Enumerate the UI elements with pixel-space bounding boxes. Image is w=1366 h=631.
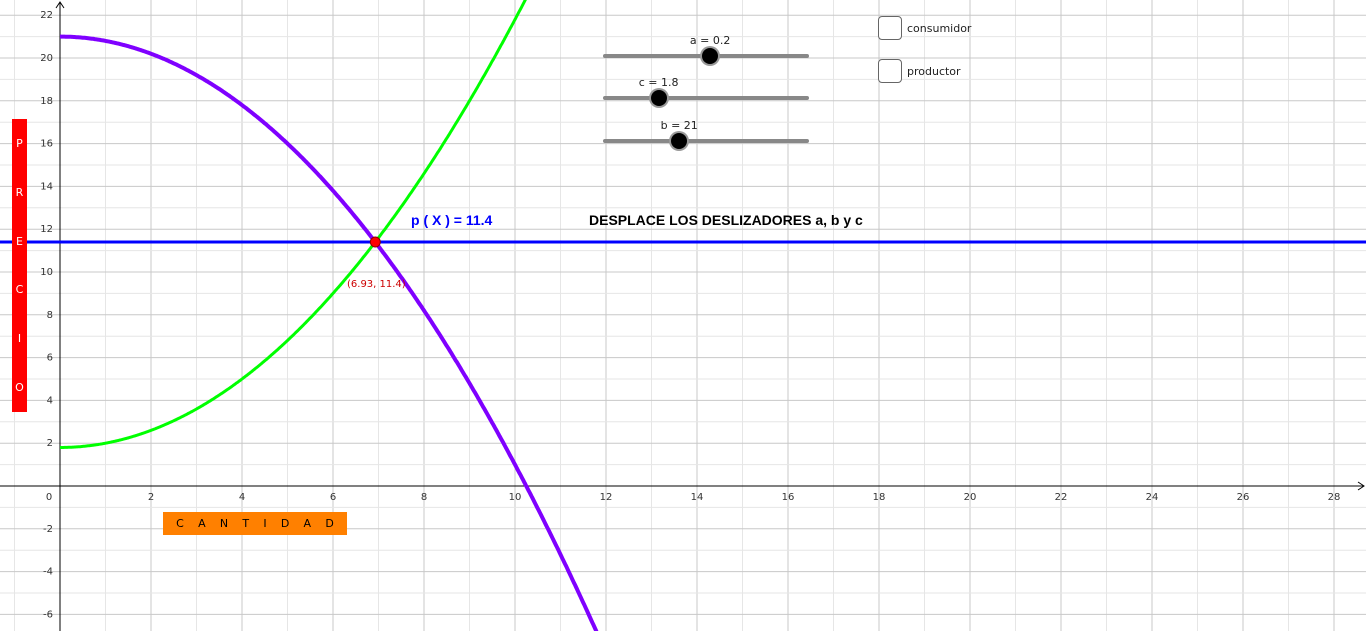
x-tick-label: 26: [1237, 492, 1250, 503]
x-tick-label: 28: [1328, 492, 1341, 503]
x-tick-label: 6: [330, 492, 336, 503]
x-tick-label: 18: [873, 492, 886, 503]
y-tick-label: 2: [47, 438, 53, 449]
slider-b-handle[interactable]: [671, 133, 688, 149]
cantidad-letter: D: [280, 517, 290, 530]
cantidad-letter: N: [219, 517, 229, 530]
precio-letter: I: [17, 332, 22, 346]
y-tick-label: -4: [43, 567, 53, 578]
points[interactable]: [369, 236, 381, 248]
cantidad-letter: A: [198, 517, 206, 530]
slider-b[interactable]: b = 21: [603, 119, 809, 159]
productor-checkbox[interactable]: [878, 59, 902, 83]
tick-labels: 2 4 6 8 10 12 14 16 18 20 22 24 26 28-6-4-22468101214…: [40, 10, 1340, 620]
supply-curve: [60, 0, 527, 449]
x-tick-label: 12: [600, 492, 613, 503]
precio-letter: O: [15, 381, 24, 395]
cantidad-letter: I: [263, 517, 267, 530]
y-tick-label: 16: [40, 139, 53, 150]
x-tick-label: 4: [239, 492, 245, 503]
y-tick-label: 10: [40, 267, 53, 278]
instruction-title: DESPLACE LOS DESLIZADORES a, b y c: [589, 212, 863, 228]
productor-option[interactable]: productor: [878, 59, 961, 83]
precio-letter: C: [15, 283, 24, 297]
precio-label-box: P R E C I O: [12, 119, 27, 412]
productor-label: productor: [907, 64, 961, 78]
price-line-label: p ( X ) = 11.4: [411, 212, 493, 228]
x-tick-label: 24: [1146, 492, 1159, 503]
slider-c-label: c = 1.8: [638, 76, 679, 89]
slider-c-track[interactable]: [603, 96, 809, 100]
x-tick-label: 8: [421, 492, 427, 503]
cantidad-letter: C: [176, 517, 184, 530]
slider-b-label: b = 21: [660, 119, 698, 132]
precio-letter: E: [16, 234, 23, 248]
y-tick-label: 6: [47, 353, 53, 364]
x-tick-label: 10: [509, 492, 522, 503]
consumidor-checkbox[interactable]: [878, 16, 902, 40]
slider-c-handle[interactable]: [650, 90, 667, 106]
x-tick-label: 22: [1055, 492, 1068, 503]
y-tick-label: -2: [43, 524, 53, 535]
slider-a-handle[interactable]: [702, 48, 719, 64]
intersection-point[interactable]: [369, 236, 381, 248]
precio-letter: P: [16, 136, 23, 150]
slider-a[interactable]: a = 0.2: [603, 34, 809, 74]
y-tick-label: -6: [43, 609, 53, 620]
slider-a-label: a = 0.2: [689, 34, 731, 47]
slider-c[interactable]: c = 1.8: [603, 76, 809, 116]
x-tick-label: 16: [782, 492, 795, 503]
x-tick-label: 14: [691, 492, 704, 503]
y-tick-label: 8: [47, 310, 53, 321]
demand-curve: [60, 34, 599, 631]
x-tick-label: 20: [964, 492, 977, 503]
y-tick-label: 20: [40, 53, 53, 64]
cantidad-letter: T: [242, 517, 250, 530]
slider-b-track[interactable]: [603, 139, 809, 143]
y-tick-label: 18: [40, 96, 53, 107]
x-axis-arrow: [1357, 481, 1365, 491]
intersection-label: (6.93, 11.4): [347, 279, 406, 290]
y-tick-label: 22: [40, 10, 53, 21]
y-axis-arrow: [55, 1, 65, 9]
x-tick-label: 2: [148, 492, 154, 503]
cantidad-letter: D: [325, 517, 334, 530]
y-tick-label: 4: [47, 395, 53, 406]
y-tick-label: 14: [40, 181, 53, 192]
consumidor-option[interactable]: consumidor: [878, 16, 971, 40]
precio-letter: R: [15, 185, 24, 199]
cantidad-letter: A: [303, 517, 312, 530]
y-tick-label: 12: [40, 224, 53, 235]
origin-label: 0: [46, 492, 52, 503]
consumidor-label: consumidor: [907, 21, 972, 35]
